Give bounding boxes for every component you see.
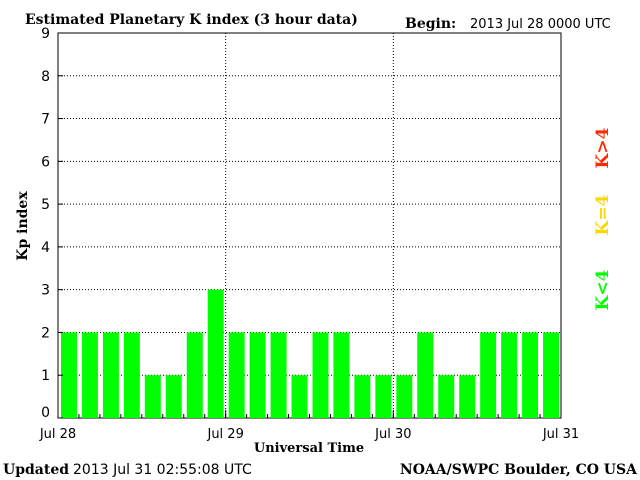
- kp-bar: [61, 332, 77, 418]
- kp-bar: [81, 332, 98, 418]
- kp-bar: [249, 332, 266, 418]
- x-axis: Jul 28 Jul 29 Jul 30 Jul 31: [39, 410, 579, 442]
- y-tick-label: 4: [41, 240, 50, 256]
- y-tick-label: 1: [41, 368, 50, 384]
- kp-bar: [459, 375, 476, 418]
- y-tick-label: 3: [41, 283, 50, 299]
- updated-label: Updated: [3, 462, 69, 478]
- kp-bar: [354, 375, 371, 418]
- x-tick-label: Jul 29: [206, 427, 243, 442]
- y-tick-label: 6: [41, 154, 50, 170]
- bars: [61, 289, 559, 418]
- kp-bar: [333, 332, 350, 418]
- y-tick-label: 9: [41, 26, 50, 42]
- begin-value: 2013 Jul 28 0000 UTC: [470, 17, 611, 32]
- source-credit: NOAA/SWPC Boulder, CO USA: [400, 462, 638, 478]
- kp-bar: [291, 375, 308, 418]
- kp-bar: [396, 375, 413, 418]
- legend-k-equal-4: K=4: [593, 194, 613, 235]
- kp-bar: [207, 289, 224, 418]
- kp-bar: [228, 332, 245, 418]
- y-tick-label: 0: [41, 405, 50, 421]
- y-axis: 0 1 2 3 4 5 6 7 8 9: [41, 26, 63, 421]
- kp-bar: [417, 332, 434, 418]
- plot-frame: [57, 32, 562, 419]
- kp-bar: [165, 375, 182, 418]
- y-tick-label: 5: [41, 197, 50, 213]
- kp-bar: [102, 332, 119, 418]
- y-axis-title: Kp index: [15, 191, 31, 261]
- x-tick-label: Jul 28: [39, 427, 76, 442]
- legend-k-less-4: K<4: [593, 269, 613, 310]
- kp-bar: [375, 375, 392, 418]
- kp-bar: [501, 332, 518, 418]
- x-tick-label: Jul 31: [542, 427, 579, 442]
- x-tick-label: Jul 30: [374, 427, 411, 442]
- kp-bar: [543, 332, 559, 418]
- kp-bar: [123, 332, 140, 418]
- y-tick-label: 8: [41, 69, 50, 85]
- updated-value: 2013 Jul 31 02:55:08 UTC: [73, 462, 252, 478]
- kp-bar: [270, 332, 287, 418]
- grid-lines: [58, 33, 561, 418]
- kp-bar: [480, 332, 497, 418]
- kp-bar: [522, 332, 539, 418]
- x-axis-title: Universal Time: [254, 441, 364, 456]
- legend-k-greater-4: K>4: [593, 127, 613, 168]
- kp-bar: [438, 375, 455, 418]
- begin-label: Begin:: [405, 16, 456, 32]
- kp-bar: [186, 332, 203, 418]
- kp-bar: [144, 375, 161, 418]
- chart-title: Estimated Planetary K index (3 hour data…: [25, 12, 358, 28]
- y-tick-label: 7: [41, 112, 50, 128]
- kp-bar: [312, 332, 329, 418]
- y-tick-label: 2: [41, 325, 50, 341]
